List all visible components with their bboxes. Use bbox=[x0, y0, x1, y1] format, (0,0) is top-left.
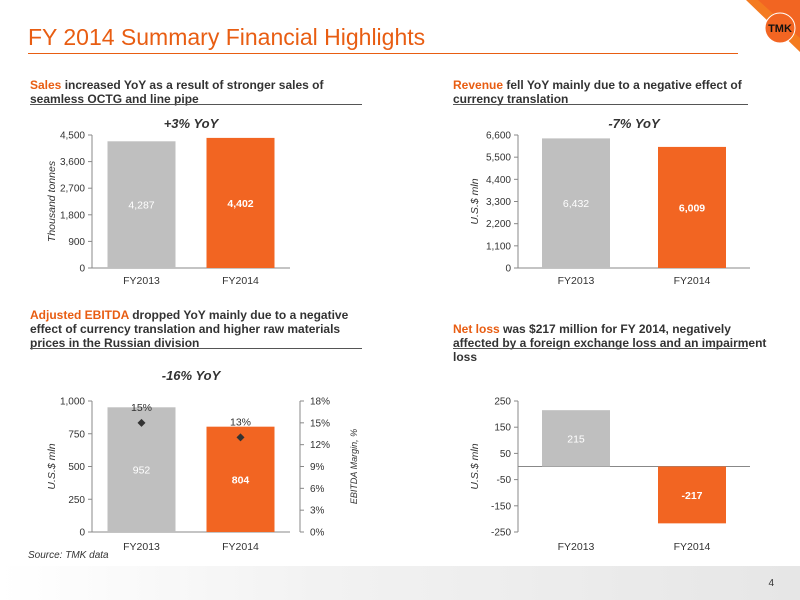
netloss-bar-fy2014 bbox=[658, 466, 726, 524]
revenue-chart-svg: 0 1,100 2,200 3,300 4,400 5,500 6,600 U.S.$ mln… bbox=[469, 116, 750, 287]
sales-y-tick-label: 0 bbox=[79, 264, 85, 275]
netloss-y-tick-label: 250 bbox=[494, 397, 511, 408]
page-number: 4 bbox=[768, 578, 774, 589]
sales-y-axis-label: Thousand tonnes bbox=[46, 160, 58, 242]
ebitda-y-tick-label: 250 bbox=[68, 495, 85, 506]
netloss-y-tick-label: -150 bbox=[491, 501, 511, 512]
ebitda-y-tick-label: 0 bbox=[79, 528, 85, 539]
sales-chart: 0 900 1,800 2,700 3,600 4,500 Thousand tonnes +… bbox=[0, 0, 400, 305]
netloss-chart-svg: -250 -150 -50 50 150 250 U.S.$ mln 215 FY2013 -21… bbox=[469, 397, 750, 553]
netloss-bar-value-label: 215 bbox=[567, 433, 585, 445]
ebitda-bar-value-label: 804 bbox=[232, 474, 250, 486]
netloss-y-axis-label: U.S.$ mln bbox=[469, 443, 481, 489]
sales-y-tick-label: 2,700 bbox=[60, 184, 85, 195]
netloss-bar-fy2013 bbox=[542, 410, 610, 467]
ebitda-y2-axis-label: EBITDA Margin, % bbox=[349, 429, 359, 504]
revenue-y-tick-label: 3,300 bbox=[486, 197, 511, 208]
sales-chart-title: +3% YoY bbox=[164, 116, 220, 131]
sales-bar-value-label: 4,287 bbox=[128, 200, 154, 212]
ebitda-x-tick-label: FY2013 bbox=[123, 541, 160, 553]
sales-bar-fy2014 bbox=[206, 137, 275, 268]
netloss-caption-text: was $217 million for FY 2014, negatively… bbox=[453, 322, 767, 364]
ebitda-x-tick-label: FY2014 bbox=[222, 541, 259, 553]
revenue-y-tick-label: 5,500 bbox=[486, 153, 511, 164]
ebitda-bar-fy2014 bbox=[206, 426, 275, 532]
revenue-bar-value-label: 6,009 bbox=[679, 202, 705, 214]
sales-x-tick-label: FY2013 bbox=[123, 275, 160, 287]
ebitda-caption-rule bbox=[30, 348, 362, 349]
sales-y-tick-label: 1,800 bbox=[60, 210, 85, 221]
ebitda-y2-tick-label: 18% bbox=[310, 397, 330, 408]
netloss-caption-rule bbox=[453, 348, 748, 349]
netloss-y-tick-label: 50 bbox=[500, 449, 512, 460]
ebitda-bar-fy2013 bbox=[107, 407, 176, 532]
revenue-y-tick-label: 6,600 bbox=[486, 131, 511, 142]
source-note: Source: TMK data bbox=[28, 550, 109, 561]
netloss-y-tick-label: -50 bbox=[497, 475, 512, 486]
revenue-y-tick-label: 1,100 bbox=[486, 241, 511, 252]
netloss-y-tick-label: 150 bbox=[494, 423, 511, 434]
revenue-bar-value-label: 6,432 bbox=[563, 198, 589, 210]
tmk-logo: TMK bbox=[738, 0, 800, 56]
revenue-bar-fy2013 bbox=[542, 138, 610, 268]
ebitda-y-tick-label: 750 bbox=[68, 429, 85, 440]
ebitda-y2-tick-label: 15% bbox=[310, 418, 330, 429]
revenue-y-axis-label: U.S.$ mln bbox=[469, 178, 481, 224]
revenue-chart: 0 1,100 2,200 3,300 4,400 5,500 6,600 U.S.$ mln… bbox=[400, 0, 800, 305]
revenue-caption-rule bbox=[453, 104, 748, 105]
netloss-x-tick-label: FY2014 bbox=[674, 541, 711, 553]
ebitda-bar-value-label: 952 bbox=[133, 465, 151, 477]
footer-bar bbox=[0, 566, 800, 600]
ebitda-margin-label: 15% bbox=[131, 402, 152, 414]
netloss-caption: Net loss was $217 million for FY 2014, n… bbox=[453, 322, 773, 364]
ebitda-chart-svg: 0 250 500 750 1,000 U.S.$ mln -16% YoY 952 FY201… bbox=[46, 368, 359, 553]
ebitda-caption-text: dropped YoY mainly due to a negative eff… bbox=[30, 308, 349, 350]
ebitda-chart: 0 250 500 750 1,000 U.S.$ mln -16% YoY 952 FY201… bbox=[0, 300, 400, 565]
netloss-bar-value-label: -217 bbox=[681, 490, 702, 502]
ebitda-y2-tick-label: 3% bbox=[310, 506, 325, 517]
sales-x-tick-label: FY2014 bbox=[222, 275, 259, 287]
ebitda-y-tick-label: 500 bbox=[68, 462, 85, 473]
sales-caption-text: increased YoY as a result of stronger sa… bbox=[30, 78, 324, 106]
sales-chart-svg: 0 900 1,800 2,700 3,600 4,500 Thousand tonnes +… bbox=[46, 116, 290, 287]
page-title: FY 2014 Summary Financial Highlights bbox=[28, 24, 426, 50]
ebitda-chart-title: -16% YoY bbox=[162, 368, 222, 383]
ebitda-caption-highlight: Adjusted EBITDA bbox=[30, 308, 129, 322]
title-divider bbox=[28, 53, 738, 54]
netloss-y-tick-label: -250 bbox=[491, 528, 511, 539]
ebitda-y2-tick-label: 9% bbox=[310, 462, 325, 473]
ebitda-y-axis-label: U.S.$ mln bbox=[46, 443, 58, 489]
logo-text: TMK bbox=[768, 23, 792, 35]
sales-bar-fy2013 bbox=[107, 141, 176, 268]
ebitda-y2-tick-label: 6% bbox=[310, 484, 325, 495]
netloss-chart: -250 -150 -50 50 150 250 U.S.$ mln 215 FY2013 -21… bbox=[400, 300, 800, 565]
revenue-x-tick-label: FY2014 bbox=[674, 275, 711, 287]
revenue-y-tick-label: 4,400 bbox=[486, 175, 511, 186]
ebitda-margin-label: 13% bbox=[230, 416, 251, 428]
sales-y-tick-label: 4,500 bbox=[60, 131, 85, 142]
ebitda-margin-marker bbox=[236, 433, 245, 442]
netloss-x-tick-label: FY2013 bbox=[558, 541, 595, 553]
revenue-y-tick-label: 2,200 bbox=[486, 219, 511, 230]
sales-caption-highlight: Sales bbox=[30, 78, 62, 92]
revenue-chart-title: -7% YoY bbox=[608, 116, 661, 131]
revenue-caption: Revenue fell YoY mainly due to a negativ… bbox=[453, 78, 753, 106]
sales-y-tick-label: 900 bbox=[68, 237, 85, 248]
revenue-bar-fy2014 bbox=[658, 146, 726, 268]
sales-bar-value-label: 4,402 bbox=[227, 198, 253, 210]
revenue-x-tick-label: FY2013 bbox=[558, 275, 595, 287]
ebitda-y-tick-label: 1,000 bbox=[60, 397, 85, 408]
ebitda-caption: Adjusted EBITDA dropped YoY mainly due t… bbox=[30, 308, 360, 350]
revenue-y-tick-label: 0 bbox=[505, 264, 511, 275]
ebitda-margin-marker bbox=[137, 418, 146, 427]
sales-y-tick-label: 3,600 bbox=[60, 157, 85, 168]
netloss-caption-highlight: Net loss bbox=[453, 322, 500, 336]
ebitda-y2-tick-label: 12% bbox=[310, 440, 330, 451]
ebitda-y2-tick-label: 0% bbox=[310, 528, 325, 539]
revenue-caption-text: fell YoY mainly due to a negative effect… bbox=[453, 78, 742, 106]
revenue-caption-highlight: Revenue bbox=[453, 78, 504, 92]
sales-caption: Sales increased YoY as a result of stron… bbox=[30, 78, 360, 106]
sales-caption-rule bbox=[30, 104, 362, 105]
